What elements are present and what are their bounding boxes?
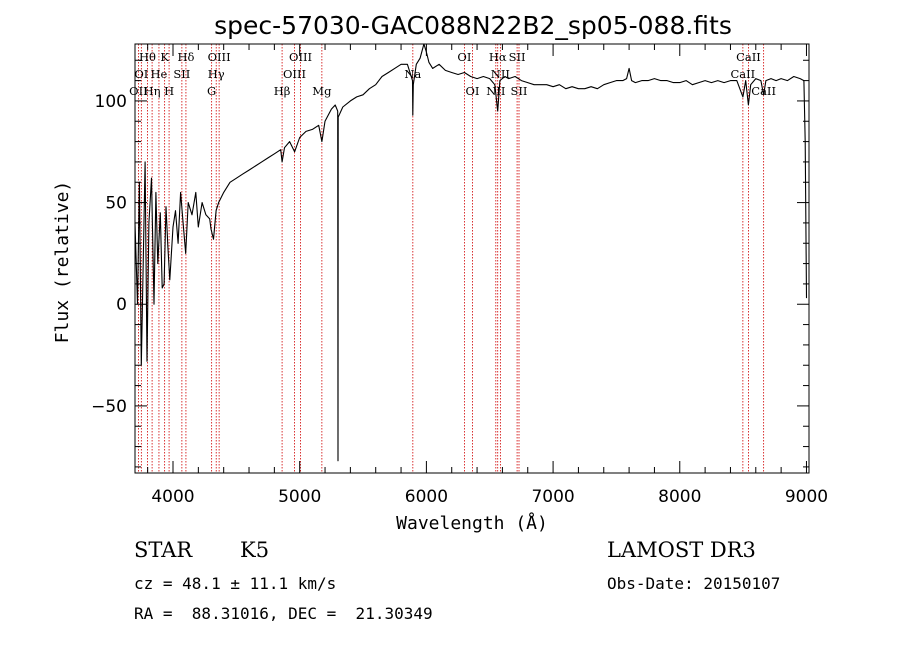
- object-class: STAR: [134, 538, 193, 562]
- coordinates: RA = 88.31016, DEC = 21.30349: [134, 604, 433, 623]
- spectral-line-label: OI: [134, 67, 148, 81]
- y-axis-label: Flux (relative): [52, 181, 73, 344]
- spectral-line-label: Mg: [312, 84, 332, 98]
- spectral-line-label: OII: [129, 84, 148, 98]
- survey-label: LAMOST DR3: [607, 538, 756, 562]
- observation-date: Obs-Date: 20150107: [607, 574, 781, 593]
- x-axis-label: Wavelength (Å): [396, 512, 548, 534]
- spectral-line-label: SII: [511, 84, 528, 98]
- spectral-line-label: OIII: [208, 50, 231, 64]
- plot-frame: [134, 43, 810, 474]
- tick-label: −50: [91, 397, 127, 417]
- tick-label: 4000: [151, 487, 194, 507]
- tick-label: 8000: [658, 487, 701, 507]
- spectral-line-label: SII: [509, 50, 526, 64]
- axis-ticks: 4000 5000 6000 7000 8000 9000 −50 0 50 100: [91, 44, 828, 507]
- spectral-line-label: Hβ: [274, 84, 291, 98]
- spectral-line-label: Hα: [489, 50, 507, 64]
- spectral-line-label: CaII: [736, 50, 761, 64]
- tick-label: 100: [95, 92, 127, 112]
- spectral-line-label: SII: [173, 67, 190, 81]
- spectral-line-label: He: [151, 67, 168, 81]
- tick-label: 7000: [531, 487, 574, 507]
- spectral-line-label: OIII: [283, 67, 306, 81]
- spectral-line-label: Hη: [144, 84, 161, 98]
- spectral-line-label: K: [160, 50, 169, 64]
- spectrum-series-line: [134, 43, 808, 462]
- spectrum-chart: spec-57030-GAC088N22B2_sp05-088.fits Hθ O…: [52, 11, 828, 534]
- spectral-line-label: NII: [491, 67, 510, 81]
- spectral-line-label: Hγ: [208, 67, 225, 81]
- spectral-line-label: Na: [404, 67, 421, 81]
- spectral-line-label: OI: [466, 84, 480, 98]
- tick-label: 50: [105, 194, 127, 214]
- spectral-line-label: H: [164, 84, 174, 98]
- tick-label: 0: [116, 295, 127, 315]
- object-subclass: K5: [240, 538, 270, 562]
- tick-label: 9000: [785, 487, 828, 507]
- spectral-line-label: Hθ: [139, 50, 156, 64]
- spectral-line-markers: [138, 44, 765, 473]
- spectral-line-label: OIII: [289, 50, 312, 64]
- spectral-line-label: CaII: [751, 84, 776, 98]
- tick-label: 5000: [278, 487, 321, 507]
- chart-title: spec-57030-GAC088N22B2_sp05-088.fits: [214, 11, 732, 40]
- spectral-line-label: CaII: [730, 67, 755, 81]
- spectral-line-label: Hδ: [177, 50, 194, 64]
- tick-label: 6000: [405, 487, 448, 507]
- spectral-line-label: OI: [457, 50, 471, 64]
- redshift-value: cz = 48.1 ± 11.1 km/s: [134, 574, 337, 593]
- spectral-line-label: G: [207, 84, 216, 98]
